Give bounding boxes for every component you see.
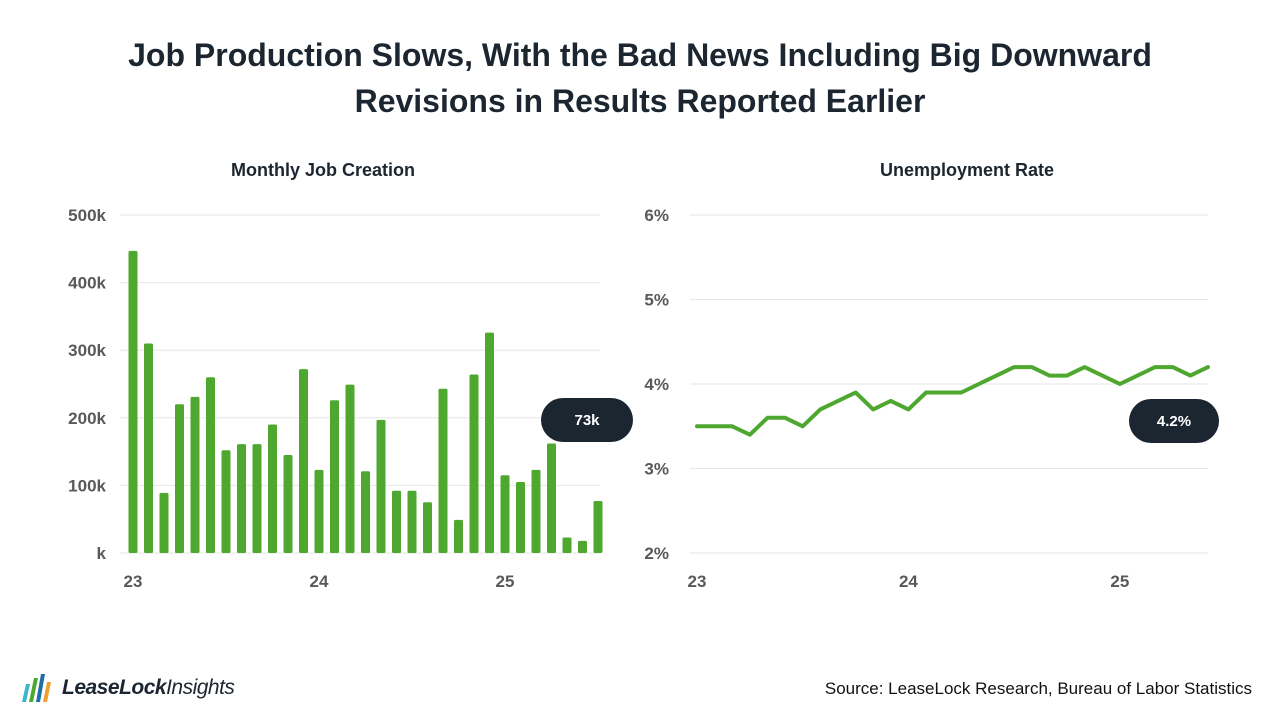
unemployment-series-line xyxy=(695,365,1210,437)
bar-x-tick-label: 24 xyxy=(310,572,329,591)
bar-mark xyxy=(144,343,153,553)
bar-mark xyxy=(593,500,603,553)
bar-y-tick-label: 300k xyxy=(68,341,106,360)
bar-mark xyxy=(330,400,339,553)
line-x-tick-label: 23 xyxy=(688,572,707,591)
bar-mark xyxy=(252,444,262,553)
bar-mark xyxy=(128,250,138,553)
bar-mark xyxy=(392,490,401,553)
bar-mark xyxy=(299,369,308,553)
line-y-tick-label: 3% xyxy=(644,460,669,479)
bar-callout-pill xyxy=(541,398,633,442)
bar-x-tick-label: 23 xyxy=(124,572,143,591)
bar-mark xyxy=(578,540,587,553)
bar-mark xyxy=(500,475,510,553)
logo-suffix: Insights xyxy=(166,676,235,699)
bar-chart: k 100k 200k 300k 400k 500k 23 24 25 73k xyxy=(68,206,633,591)
line-chart: 2% 3% 4% 5% 6% 23 24 25 4.2% xyxy=(644,206,1219,591)
leaselock-logo: LeaseLockInsights xyxy=(20,668,235,708)
bar-mark xyxy=(485,332,494,553)
line-y-tick-label: 5% xyxy=(644,291,669,310)
bar-mark xyxy=(361,471,370,553)
bar-callout-label: 73k xyxy=(574,412,600,429)
bar-mark xyxy=(175,404,184,553)
line-callout-pill xyxy=(1129,399,1219,443)
bar-stripes-logo-icon xyxy=(22,674,51,702)
line-y-tick-label: 4% xyxy=(644,375,669,394)
bar-mark xyxy=(221,450,231,553)
line-chart-title: Unemployment Rate xyxy=(879,160,1055,180)
bar-mark xyxy=(423,502,432,553)
bar-y-tick-label: k xyxy=(97,544,107,563)
bar-y-tick-label: 400k xyxy=(68,274,106,293)
bar-mark xyxy=(454,519,463,553)
logo-wordmark: LeaseLockInsights xyxy=(62,676,235,700)
bar-mark xyxy=(159,492,169,553)
bar-mark xyxy=(562,537,572,553)
bar-mark xyxy=(283,454,293,553)
bar-mark xyxy=(206,377,215,553)
bar-mark xyxy=(516,482,525,553)
bar-mark xyxy=(237,444,246,553)
bar-chart-title: Monthly Job Creation xyxy=(231,160,415,180)
line-y-tick-label: 2% xyxy=(644,544,669,563)
line-x-tick-label: 25 xyxy=(1110,572,1129,591)
line-y-tick-label: 6% xyxy=(644,206,669,225)
bar-mark xyxy=(345,384,355,553)
bar-y-tick-label: 500k xyxy=(68,206,106,225)
bar-mark xyxy=(314,469,324,553)
line-x-tick-label: 24 xyxy=(899,572,918,591)
source-note: Source: LeaseLock Research, Bureau of La… xyxy=(824,679,1252,698)
bar-mark xyxy=(547,443,556,553)
bar-mark xyxy=(407,490,417,553)
bar-y-tick-label: 200k xyxy=(68,409,106,428)
line-callout-label: 4.2% xyxy=(1157,413,1191,430)
bar-mark xyxy=(376,419,386,553)
bar-y-tick-label: 100k xyxy=(68,476,106,495)
bar-mark xyxy=(268,424,277,553)
bar-x-tick-label: 25 xyxy=(496,572,515,591)
page-title: Job Production Slows, With the Bad News … xyxy=(128,37,1152,119)
bar-mark xyxy=(531,469,541,553)
bar-mark xyxy=(438,388,448,553)
logo-brand: LeaseLock xyxy=(62,676,167,699)
bar-mark xyxy=(190,396,200,553)
bar-mark xyxy=(469,374,479,553)
